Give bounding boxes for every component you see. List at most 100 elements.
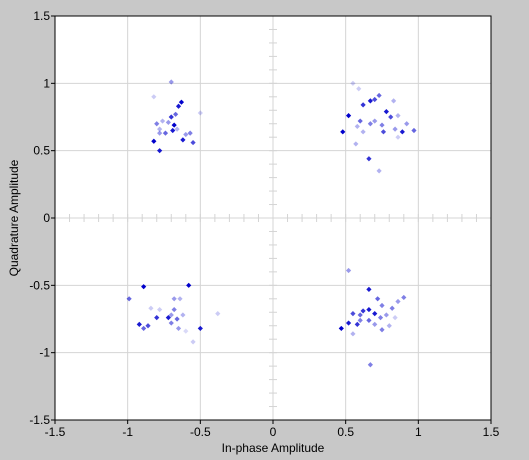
data-point	[171, 306, 177, 313]
data-point	[154, 315, 160, 321]
data-point	[366, 156, 372, 162]
data-point	[345, 320, 352, 326]
data-point	[386, 323, 392, 329]
data-point	[350, 331, 356, 337]
data-point	[154, 121, 160, 127]
x-tick-label: -1.5	[45, 425, 66, 439]
data-point	[372, 321, 378, 327]
data-point	[379, 302, 385, 309]
data-point	[357, 312, 363, 318]
data-point	[180, 312, 186, 318]
data-point	[357, 118, 363, 124]
data-point	[174, 316, 180, 322]
data-point	[395, 298, 401, 305]
data-point	[367, 98, 373, 104]
data-point	[183, 328, 189, 334]
data-point	[148, 305, 154, 311]
data-point	[126, 296, 132, 302]
data-point	[215, 311, 221, 317]
data-point	[366, 286, 372, 292]
data-point	[151, 94, 157, 100]
data-point	[372, 118, 378, 124]
data-point	[340, 129, 346, 135]
data-point	[141, 325, 147, 332]
data-point	[375, 296, 381, 302]
y-tick-label: 1.5	[33, 9, 50, 23]
data-point	[157, 306, 163, 313]
data-point	[356, 86, 362, 92]
y-tick-label: 0.5	[33, 144, 50, 158]
data-point	[186, 282, 192, 288]
data-point	[171, 296, 177, 302]
data-point	[360, 102, 366, 108]
data-point	[174, 126, 180, 132]
y-axis-label: Quadrature Amplitude	[7, 159, 21, 276]
data-point	[367, 121, 373, 127]
x-tick-label: -0.5	[190, 425, 211, 439]
x-tick-label: -1	[122, 425, 133, 439]
data-point	[350, 80, 356, 86]
data-point	[372, 311, 378, 317]
data-point	[404, 121, 410, 127]
y-tick-label: -1	[39, 346, 50, 360]
data-point	[178, 99, 185, 105]
data-point	[157, 130, 163, 136]
data-point	[157, 148, 163, 154]
data-point	[392, 126, 398, 132]
data-point	[399, 129, 405, 135]
data-point	[136, 321, 142, 327]
data-point	[395, 113, 401, 119]
data-point	[366, 317, 372, 323]
data-point	[379, 122, 385, 128]
data-point	[168, 312, 174, 318]
center-axis-minor-ticks	[69, 28, 477, 408]
data-point	[376, 92, 382, 99]
y-tick-label: 0	[43, 211, 50, 225]
data-point	[389, 305, 395, 311]
data-point	[379, 327, 385, 333]
data-points	[126, 79, 417, 368]
data-point	[183, 131, 189, 138]
y-tick-label: -1.5	[29, 413, 50, 427]
data-point	[168, 114, 174, 120]
data-point	[367, 362, 373, 368]
data-point	[395, 134, 401, 140]
data-point	[366, 306, 372, 313]
x-tick-label: 1.5	[483, 425, 500, 439]
axis-ticks: -1.5 -1 -0.5 0 0.5 1 1.5 -1.5 -1 -0.5 0 0.5 1 1.5	[29, 9, 499, 439]
data-point	[165, 315, 171, 321]
data-point	[345, 113, 352, 119]
data-point	[391, 98, 397, 104]
data-point	[354, 123, 360, 130]
x-tick-label: 0	[270, 425, 277, 439]
data-point	[380, 129, 387, 135]
data-point	[360, 129, 366, 135]
data-point	[165, 119, 171, 125]
data-point	[338, 325, 344, 332]
data-point	[354, 321, 360, 327]
data-point	[157, 126, 163, 132]
data-point	[197, 110, 203, 116]
data-point	[151, 138, 157, 144]
data-point	[350, 311, 356, 317]
data-point	[376, 168, 382, 174]
data-point	[190, 339, 196, 345]
y-tick-label: 1	[43, 76, 50, 90]
data-point	[388, 114, 394, 120]
x-axis-label: In-phase Amplitude	[222, 441, 325, 455]
data-point	[353, 141, 359, 147]
data-point	[197, 325, 203, 332]
data-point	[170, 127, 176, 134]
data-point	[180, 137, 186, 143]
data-point	[360, 308, 366, 314]
data-point	[372, 96, 378, 103]
data-point	[168, 320, 174, 326]
data-point	[177, 296, 183, 302]
data-point	[383, 312, 389, 318]
data-point	[175, 103, 182, 109]
x-tick-label: 1	[415, 425, 422, 439]
data-point	[173, 111, 179, 117]
y-tick-label: -0.5	[29, 278, 50, 292]
